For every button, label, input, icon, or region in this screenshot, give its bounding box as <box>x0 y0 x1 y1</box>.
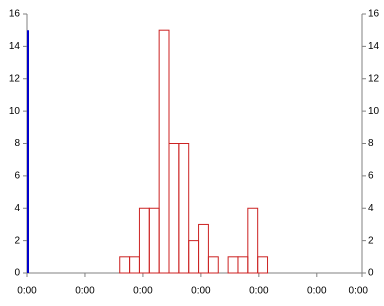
y-tick-label: 12 <box>9 73 21 84</box>
y2-tick-label: 6 <box>368 171 374 182</box>
bar <box>178 143 190 274</box>
bar <box>247 207 259 274</box>
y2-tick-label: 16 <box>368 9 380 20</box>
bar <box>188 240 200 274</box>
bar <box>207 256 219 274</box>
x-tick-label: 0:00 <box>191 286 211 297</box>
y-tick-label: 2 <box>14 235 20 246</box>
bar <box>158 29 170 274</box>
bar <box>148 207 160 274</box>
y-tick-label: 6 <box>14 171 20 182</box>
bar <box>129 256 140 274</box>
y-tick-label: 4 <box>14 203 20 214</box>
bar <box>237 256 249 274</box>
y-tick-label: 10 <box>9 106 21 117</box>
y2-tick-label: 4 <box>368 203 374 214</box>
bar <box>198 223 209 274</box>
y2-tick-label: 0 <box>368 268 374 279</box>
y2-tick-label: 12 <box>368 73 380 84</box>
y2-tick-label: 2 <box>368 235 374 246</box>
x-tick-label: 0:00 <box>307 286 327 297</box>
y2-tick-label: 14 <box>368 41 380 52</box>
bar <box>257 256 269 274</box>
bar <box>168 143 180 274</box>
bar <box>227 256 239 274</box>
y2-tick-label: 10 <box>368 106 380 117</box>
y-tick-label: 8 <box>14 138 20 149</box>
bar <box>119 256 131 274</box>
y-tick-label: 0 <box>14 268 20 279</box>
y-tick-label: 14 <box>9 41 21 52</box>
x-tick-label: 0:00 <box>17 286 37 297</box>
x-tick-label: 0:00 <box>133 286 153 297</box>
y2-tick-label: 8 <box>368 138 374 149</box>
x-tick-label: 0:00 <box>75 286 95 297</box>
y-tick-label: 16 <box>9 9 21 20</box>
x-tick-label: 0:00 <box>349 286 369 297</box>
x-tick-label: 0:00 <box>249 286 269 297</box>
bar <box>138 207 150 274</box>
